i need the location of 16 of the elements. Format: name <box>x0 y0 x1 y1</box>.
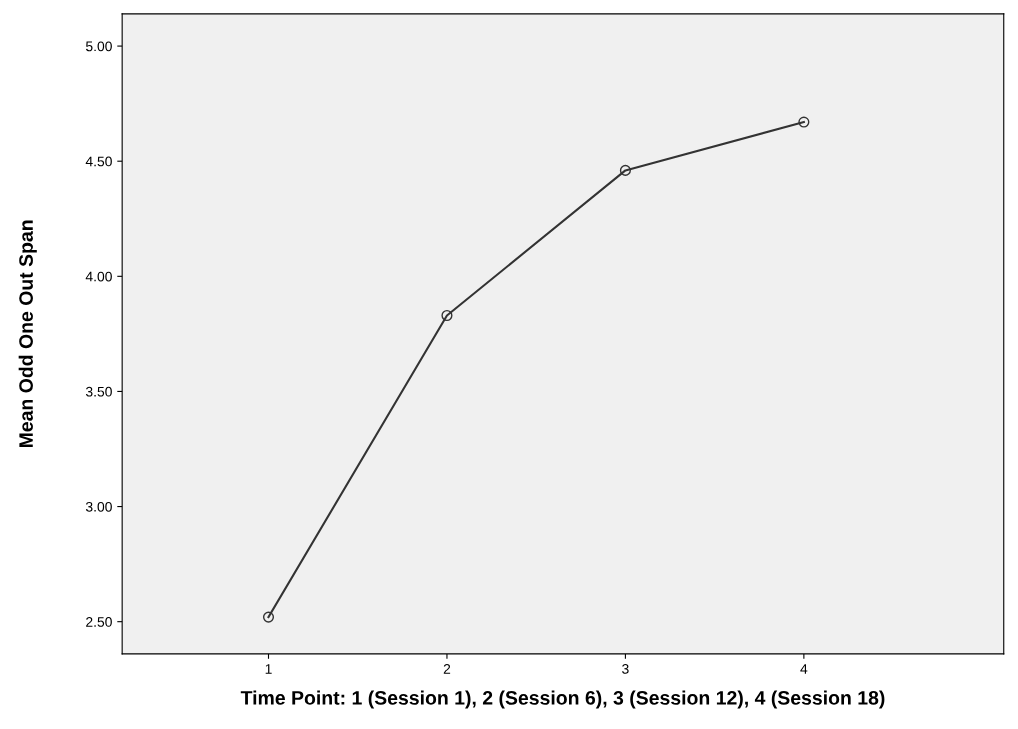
y-tick-label: 4.00 <box>85 271 112 282</box>
y-tick-label: 3.50 <box>85 386 112 397</box>
point <box>441 309 453 322</box>
x-axis-title: Time Point: 1 (Session 1), 2 (Session 6), 3 (Session 12), 4 (Session 18) <box>240 690 885 709</box>
y-tick-label: 2.50 <box>86 617 112 627</box>
y-tick-label: 4.50 <box>85 156 112 167</box>
x-tick-label: 3 <box>622 664 629 674</box>
point <box>619 164 631 176</box>
x-tick-label: 1 <box>265 664 272 674</box>
point <box>262 611 275 623</box>
point <box>798 116 810 128</box>
x-tick-label: 2 <box>443 664 451 674</box>
x-tick-label: 4 <box>800 664 808 674</box>
y-axis-title: Mean Odd One Out Span <box>18 220 37 448</box>
y-tick-label: 3.00 <box>85 501 112 512</box>
y-tick-label: 5.00 <box>85 41 112 52</box>
